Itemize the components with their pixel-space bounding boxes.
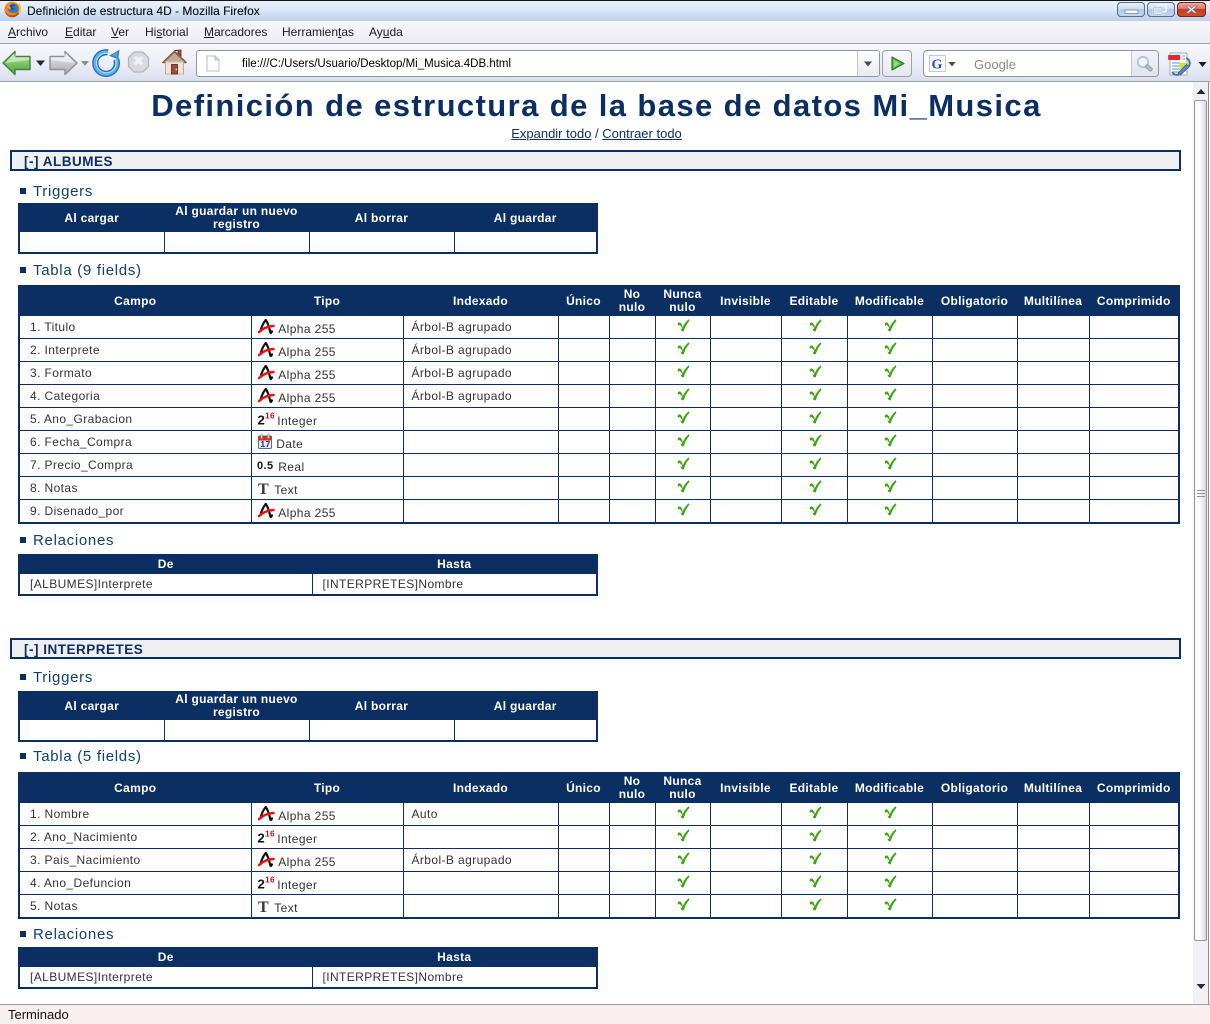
svg-text:16: 16 (265, 411, 274, 421)
svg-text:17: 17 (260, 439, 270, 449)
svg-text:0.5: 0.5 (257, 460, 274, 472)
svg-text:2: 2 (257, 413, 265, 428)
svg-text:G: G (932, 58, 943, 73)
svg-text:2: 2 (257, 877, 265, 892)
svg-text:16: 16 (265, 875, 274, 885)
svg-text:2: 2 (257, 831, 265, 846)
svg-text:16: 16 (265, 829, 274, 839)
svg-text:T: T (258, 899, 269, 914)
svg-text:T: T (258, 481, 269, 496)
